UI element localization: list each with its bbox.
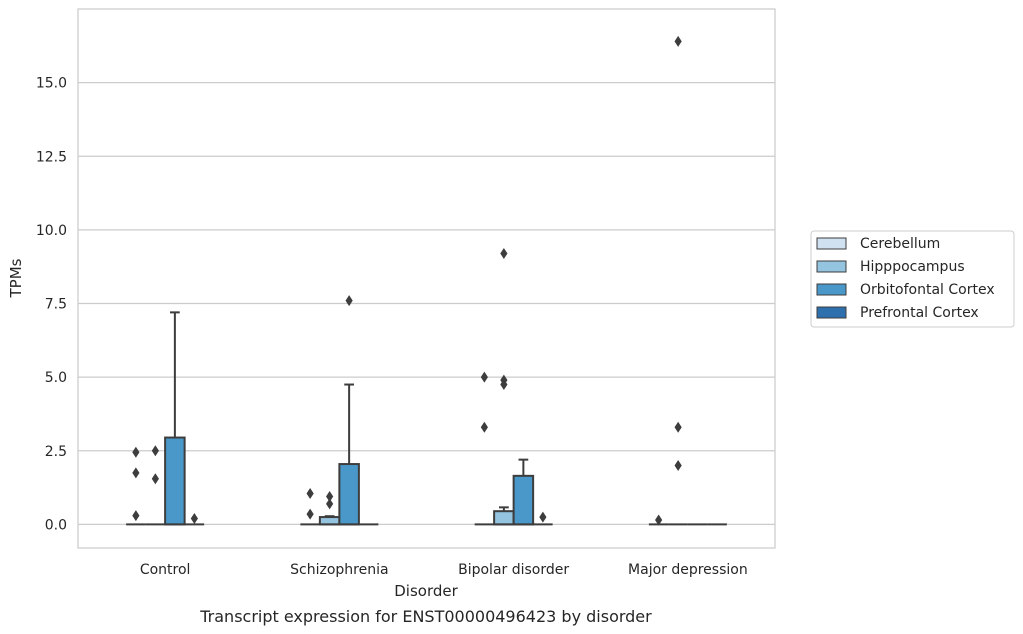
box-group xyxy=(668,35,688,526)
box-group xyxy=(533,511,553,526)
x-tick-label: Bipolar disorder xyxy=(458,562,569,578)
legend-entry: Hipppocampus xyxy=(860,259,965,275)
outlier-point xyxy=(500,374,508,386)
legend-frame xyxy=(810,230,1015,328)
outlier-point xyxy=(306,508,314,520)
outlier-point xyxy=(326,490,334,502)
outlier-point xyxy=(539,511,547,523)
outlier-point xyxy=(674,421,682,433)
plot-frame xyxy=(77,8,776,549)
box-group xyxy=(184,513,205,526)
outlier-point xyxy=(500,247,508,259)
box-group xyxy=(648,514,669,526)
box xyxy=(493,510,515,526)
legend-swatch xyxy=(816,260,847,273)
outlier-point xyxy=(345,295,353,307)
box-group xyxy=(300,488,320,526)
box xyxy=(318,516,341,526)
legend-swatch xyxy=(816,283,847,296)
outlier-point xyxy=(132,510,140,522)
boxes-layer xyxy=(126,35,727,526)
outlier-point xyxy=(132,446,140,458)
legend: Cerebellum Hipppocampus Orbitofontal Corte… xyxy=(810,230,1015,328)
outlier-point xyxy=(151,473,159,485)
y-tick-label: 10.0 xyxy=(36,223,67,239)
x-tick-label: Schizophrenia xyxy=(290,562,388,578)
outlier-point xyxy=(306,488,314,500)
outlier-point xyxy=(674,35,682,47)
legend-entry: Orbitofontal Cortex xyxy=(860,282,995,298)
outlier-point xyxy=(151,445,159,457)
box xyxy=(338,463,360,526)
legend-entry: Cerebellum xyxy=(860,236,940,252)
y-tick-label: 15.0 xyxy=(36,76,67,92)
y-tick-label: 0.0 xyxy=(45,517,67,533)
box-group xyxy=(164,311,186,526)
outlier-point xyxy=(326,498,334,510)
legend-swatch xyxy=(816,237,847,250)
x-axis-label: Disorder xyxy=(394,582,458,600)
box xyxy=(512,474,535,526)
box xyxy=(164,436,186,526)
outlier-point xyxy=(480,421,488,433)
outlier-point xyxy=(655,514,663,526)
y-tick-label: 12.5 xyxy=(36,149,67,165)
x-tick-label: Control xyxy=(140,562,191,578)
box-group xyxy=(474,371,495,526)
legend-entry: Prefrontal Cortex xyxy=(860,305,979,321)
y-tick-labels: 0.0 2.5 5.0 7.5 10.0 12.5 15.0 xyxy=(36,76,67,534)
y-tick-label: 7.5 xyxy=(45,297,67,313)
box-group xyxy=(145,445,166,526)
box-group xyxy=(493,247,515,526)
y-axis-label: TPMs xyxy=(7,258,25,298)
outlier-point xyxy=(190,513,198,525)
y-tick-label: 2.5 xyxy=(45,444,67,460)
outlier-point xyxy=(132,467,140,479)
box-group xyxy=(126,446,146,526)
outlier-point xyxy=(674,460,682,472)
box-group xyxy=(318,490,341,526)
legend-swatch xyxy=(816,306,847,319)
outlier-point xyxy=(480,371,488,383)
box-group xyxy=(512,458,535,526)
box-group xyxy=(338,295,360,526)
x-tick-labels: Control Schizophrenia Bipolar disorder Majo… xyxy=(140,562,748,578)
x-tick-label: Major depression xyxy=(628,562,748,578)
chart-caption: Transcript expression for ENST0000049642… xyxy=(199,607,652,626)
gridlines xyxy=(78,82,775,526)
y-tick-label: 5.0 xyxy=(45,370,67,386)
